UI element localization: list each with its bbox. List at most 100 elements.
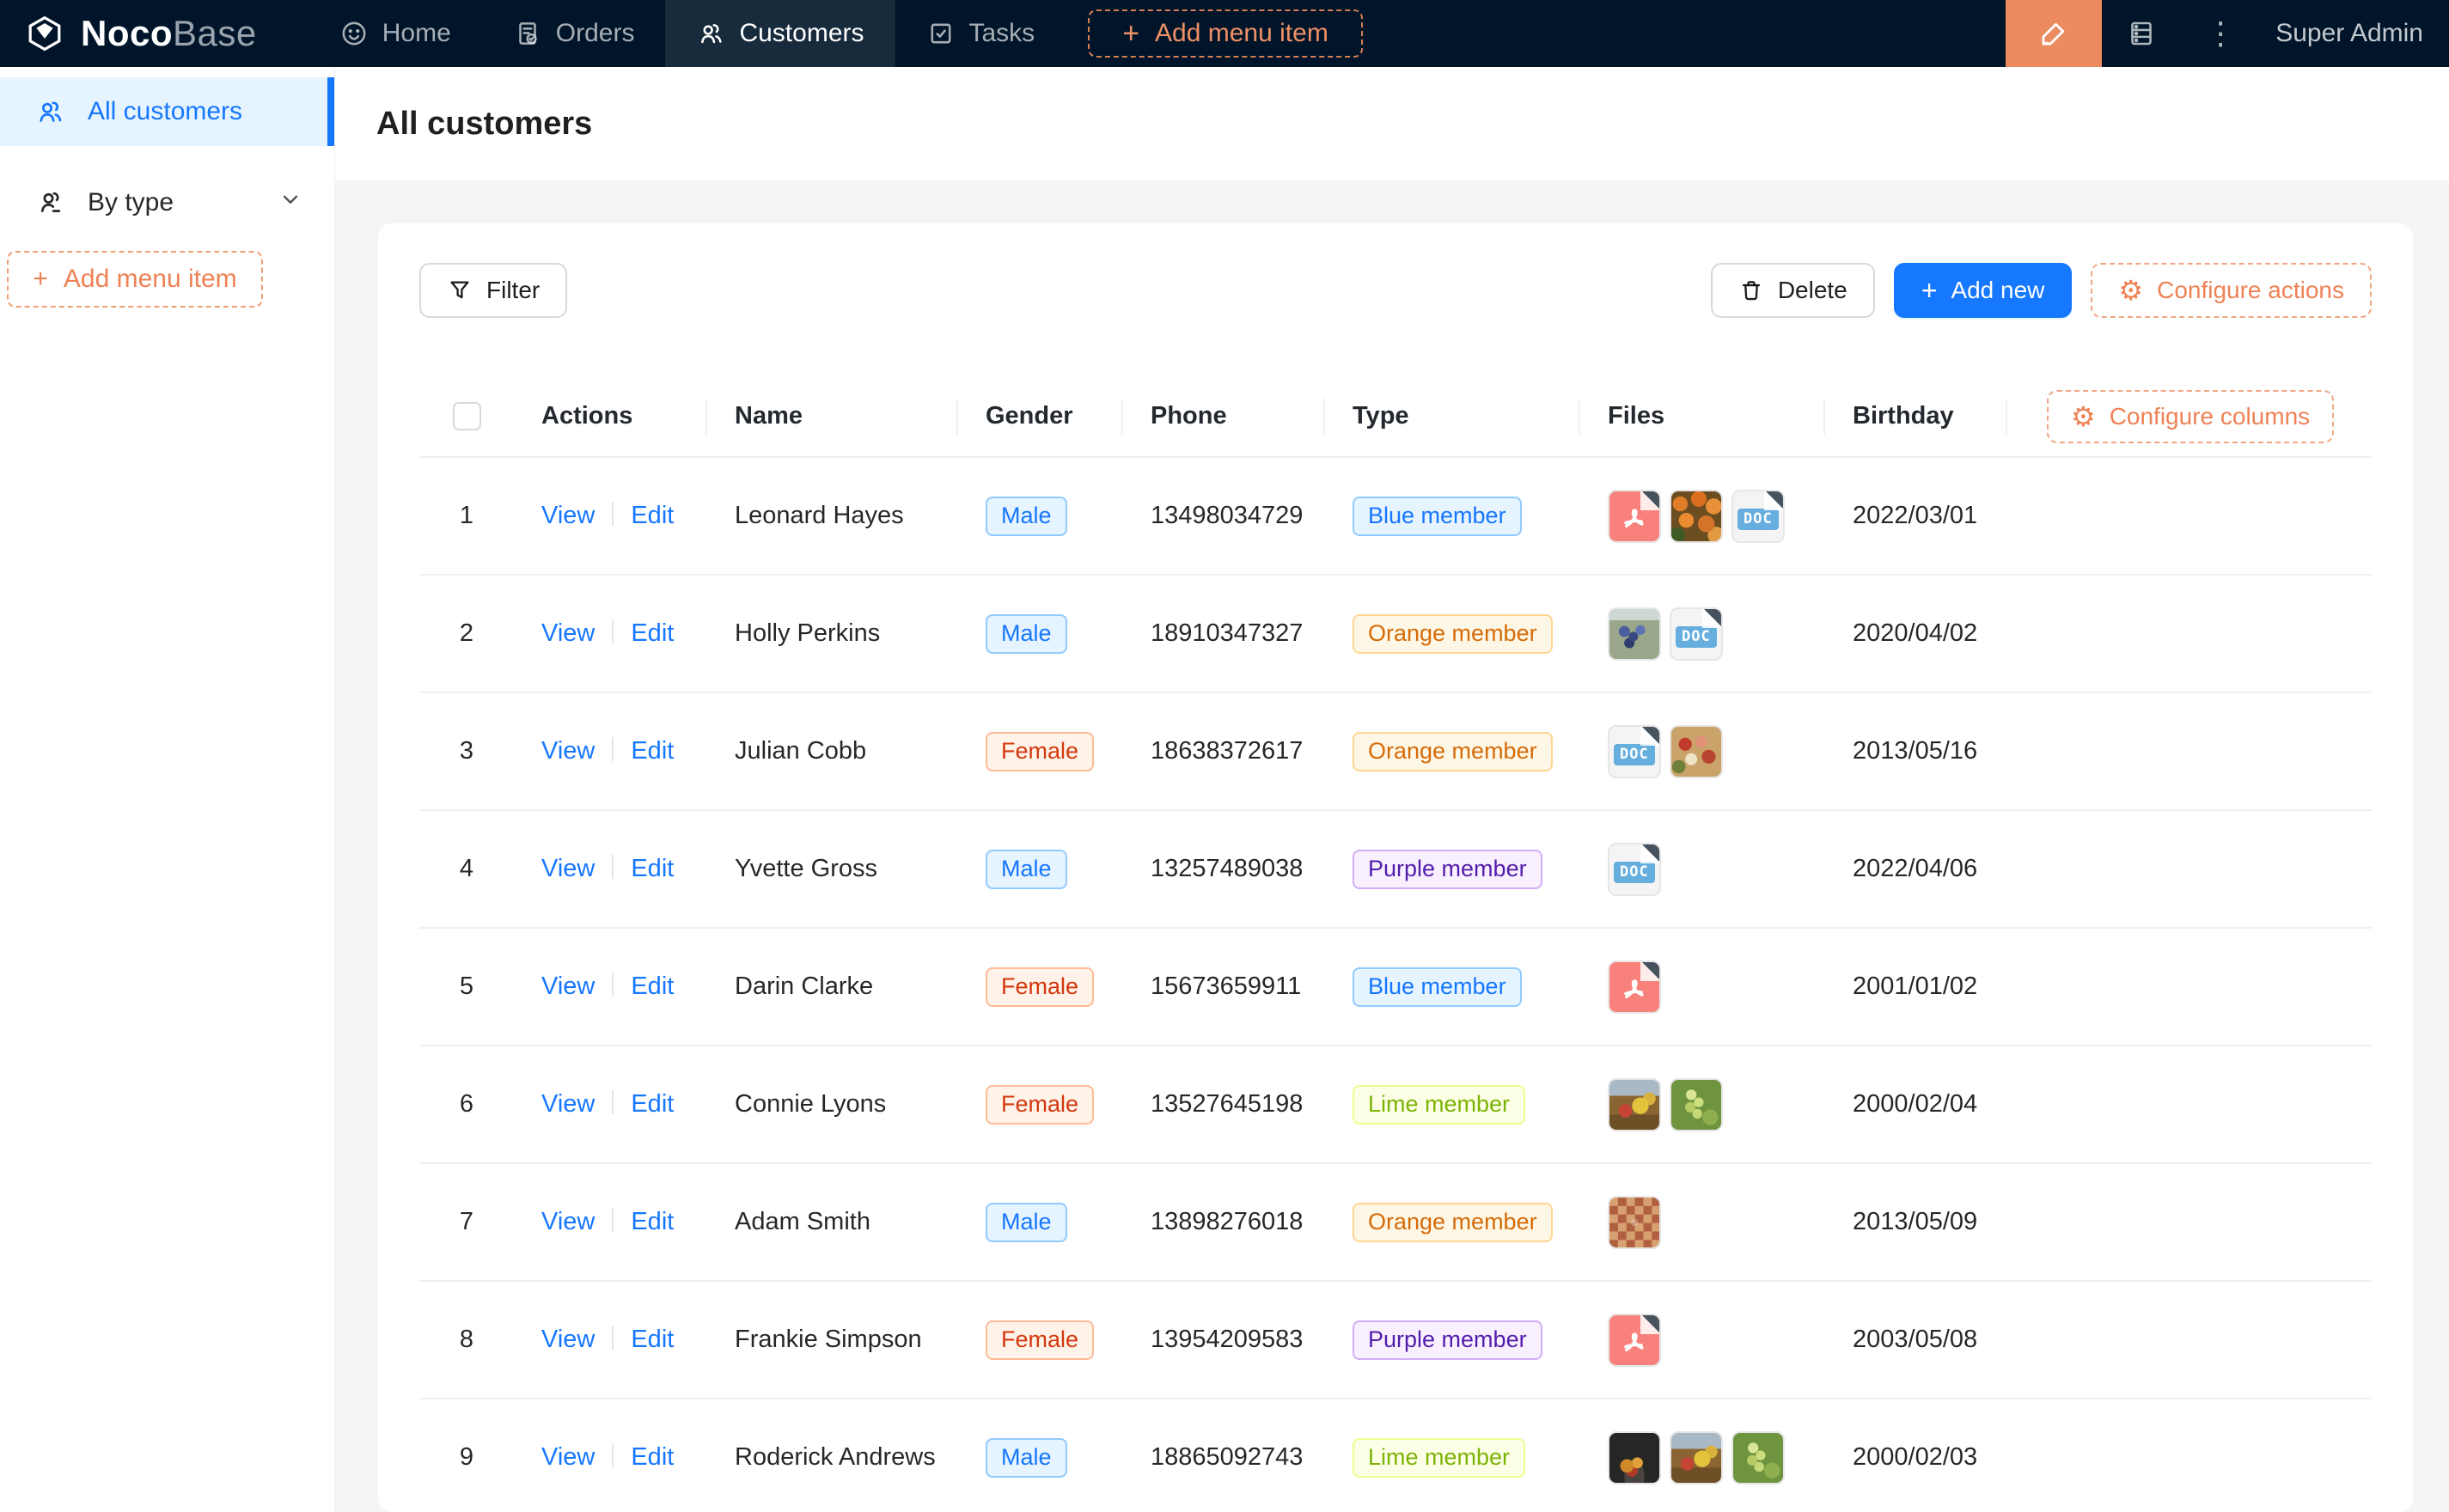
row-index: 6 bbox=[459, 1090, 474, 1118]
nocobase-logo-icon bbox=[28, 15, 61, 52]
type-tag: Blue member bbox=[1353, 496, 1522, 536]
type-tag: Orange member bbox=[1353, 731, 1553, 771]
image-thumbnail[interactable] bbox=[1670, 489, 1723, 543]
doc-file-icon[interactable]: DOC bbox=[1608, 724, 1661, 778]
edit-link[interactable]: Edit bbox=[631, 1443, 675, 1471]
configure-columns-label: Configure columns bbox=[2109, 402, 2311, 430]
navbar-add-menu-item-button[interactable]: + Add menu item bbox=[1088, 9, 1363, 58]
gender-tag: Male bbox=[986, 1202, 1067, 1242]
top-navbar: NocoBase Home Orders Customers bbox=[0, 0, 2449, 67]
nav-item-tasks[interactable]: Tasks bbox=[895, 0, 1066, 67]
ui-editor-button[interactable] bbox=[2006, 0, 2103, 67]
view-link[interactable]: View bbox=[541, 972, 595, 1000]
edit-link[interactable]: Edit bbox=[631, 502, 675, 529]
pdf-file-icon[interactable] bbox=[1608, 1313, 1661, 1367]
view-link[interactable]: View bbox=[541, 502, 595, 529]
doc-file-icon[interactable]: DOC bbox=[1731, 489, 1785, 543]
brand-text: NocoBase bbox=[81, 13, 257, 53]
view-link[interactable]: View bbox=[541, 737, 595, 765]
customer-name: Yvette Gross bbox=[735, 855, 878, 882]
row-actions-cell: View Edit bbox=[514, 1281, 707, 1399]
view-link[interactable]: View bbox=[541, 1443, 595, 1471]
select-all-checkbox[interactable] bbox=[452, 402, 481, 430]
current-user-name[interactable]: Super Admin bbox=[2275, 19, 2423, 47]
add-menu-item-label: Add menu item bbox=[63, 265, 237, 293]
nav-item-orders[interactable]: Orders bbox=[482, 0, 666, 67]
view-link[interactable]: View bbox=[541, 1090, 595, 1118]
plugin-manager-button[interactable] bbox=[2102, 0, 2181, 67]
row-actions-cell: View Edit bbox=[514, 1046, 707, 1164]
row-configure-cell bbox=[2007, 692, 2372, 811]
delete-button[interactable]: Delete bbox=[1710, 263, 1875, 318]
gender-tag: Female bbox=[986, 1320, 1095, 1360]
row-name-cell: Roderick Andrews bbox=[707, 1399, 958, 1512]
nocobase-logo[interactable]: NocoBase bbox=[0, 13, 283, 54]
edit-link[interactable]: Edit bbox=[631, 972, 675, 1000]
sidebar-add-menu-item-button[interactable]: + Add menu item bbox=[7, 251, 263, 308]
view-link[interactable]: View bbox=[541, 1208, 595, 1235]
customer-name: Roderick Andrews bbox=[735, 1443, 936, 1471]
image-thumbnail[interactable] bbox=[1670, 1430, 1723, 1485]
row-name-cell: Adam Smith bbox=[707, 1163, 958, 1282]
action-divider bbox=[612, 1326, 614, 1350]
row-index-cell: 6 bbox=[419, 1046, 514, 1164]
edit-link[interactable]: Edit bbox=[631, 855, 675, 882]
row-files-cell bbox=[1580, 928, 1825, 1046]
doc-file-icon[interactable]: DOC bbox=[1670, 607, 1723, 661]
edit-link[interactable]: Edit bbox=[631, 1090, 675, 1118]
edit-link[interactable]: Edit bbox=[631, 1208, 675, 1235]
row-files-cell bbox=[1580, 1046, 1825, 1164]
row-index-cell: 5 bbox=[419, 928, 514, 1046]
gender-tag: Male bbox=[986, 496, 1067, 536]
row-birthday-cell: 2022/03/01 bbox=[1825, 457, 2007, 576]
pdf-file-icon[interactable] bbox=[1608, 489, 1661, 543]
action-divider bbox=[612, 1208, 614, 1232]
nav-item-home[interactable]: Home bbox=[308, 0, 482, 67]
image-thumbnail[interactable] bbox=[1608, 1195, 1661, 1249]
nav-item-customers[interactable]: Customers bbox=[665, 0, 895, 67]
image-thumbnail[interactable] bbox=[1608, 1430, 1661, 1485]
configure-actions-button[interactable]: ⚙ Configure actions bbox=[2091, 263, 2372, 318]
add-new-button[interactable]: + Add new bbox=[1893, 263, 2073, 318]
more-options-button[interactable]: ⋮ bbox=[2181, 0, 2260, 67]
doc-file-icon[interactable]: DOC bbox=[1608, 842, 1661, 896]
configure-columns-button[interactable]: ⚙ Configure columns bbox=[2047, 389, 2335, 443]
table-body: 1 View Edit Leonard Hayes Male 1349803472… bbox=[419, 457, 2372, 1512]
doc-label: DOC bbox=[1738, 508, 1779, 530]
row-configure-cell bbox=[2007, 1046, 2372, 1164]
image-thumbnail[interactable] bbox=[1608, 607, 1661, 661]
row-phone-cell: 15673659911 bbox=[1123, 928, 1325, 1046]
sidebar-item-by-type[interactable]: By type bbox=[0, 168, 334, 237]
row-configure-cell bbox=[2007, 1281, 2372, 1399]
pdf-file-icon[interactable] bbox=[1608, 960, 1661, 1014]
image-thumbnail[interactable] bbox=[1670, 1077, 1723, 1131]
add-new-label: Add new bbox=[1951, 277, 2045, 303]
image-thumbnail[interactable] bbox=[1670, 724, 1723, 778]
row-gender-cell: Male bbox=[958, 575, 1123, 693]
image-thumbnail[interactable] bbox=[1608, 1077, 1661, 1131]
type-tag: Lime member bbox=[1353, 1084, 1526, 1125]
view-link[interactable]: View bbox=[541, 619, 595, 647]
row-actions-cell: View Edit bbox=[514, 692, 707, 811]
image-thumbnail[interactable] bbox=[1731, 1430, 1785, 1485]
doc-label: DOC bbox=[1614, 861, 1655, 883]
gender-tag: Female bbox=[986, 731, 1095, 771]
row-birthday-cell: 2001/01/02 bbox=[1825, 928, 2007, 1046]
action-divider bbox=[612, 1090, 614, 1114]
chevron-down-icon bbox=[278, 186, 303, 219]
filter-button[interactable]: Filter bbox=[419, 263, 568, 318]
action-divider bbox=[612, 855, 614, 879]
view-link[interactable]: View bbox=[541, 855, 595, 882]
edit-link[interactable]: Edit bbox=[631, 619, 675, 647]
edit-link[interactable]: Edit bbox=[631, 1326, 675, 1353]
sidebar-item-all-customers[interactable]: All customers bbox=[0, 77, 334, 146]
header-selection bbox=[419, 376, 514, 458]
view-link[interactable]: View bbox=[541, 1326, 595, 1353]
birthday-value: 2020/04/02 bbox=[1853, 619, 1978, 647]
row-files-cell bbox=[1580, 1281, 1825, 1399]
row-phone-cell: 18910347327 bbox=[1123, 575, 1325, 693]
row-index-cell: 9 bbox=[419, 1399, 514, 1512]
gear-icon: ⚙ bbox=[2071, 400, 2096, 432]
edit-link[interactable]: Edit bbox=[631, 737, 675, 765]
row-birthday-cell: 2000/02/04 bbox=[1825, 1046, 2007, 1164]
